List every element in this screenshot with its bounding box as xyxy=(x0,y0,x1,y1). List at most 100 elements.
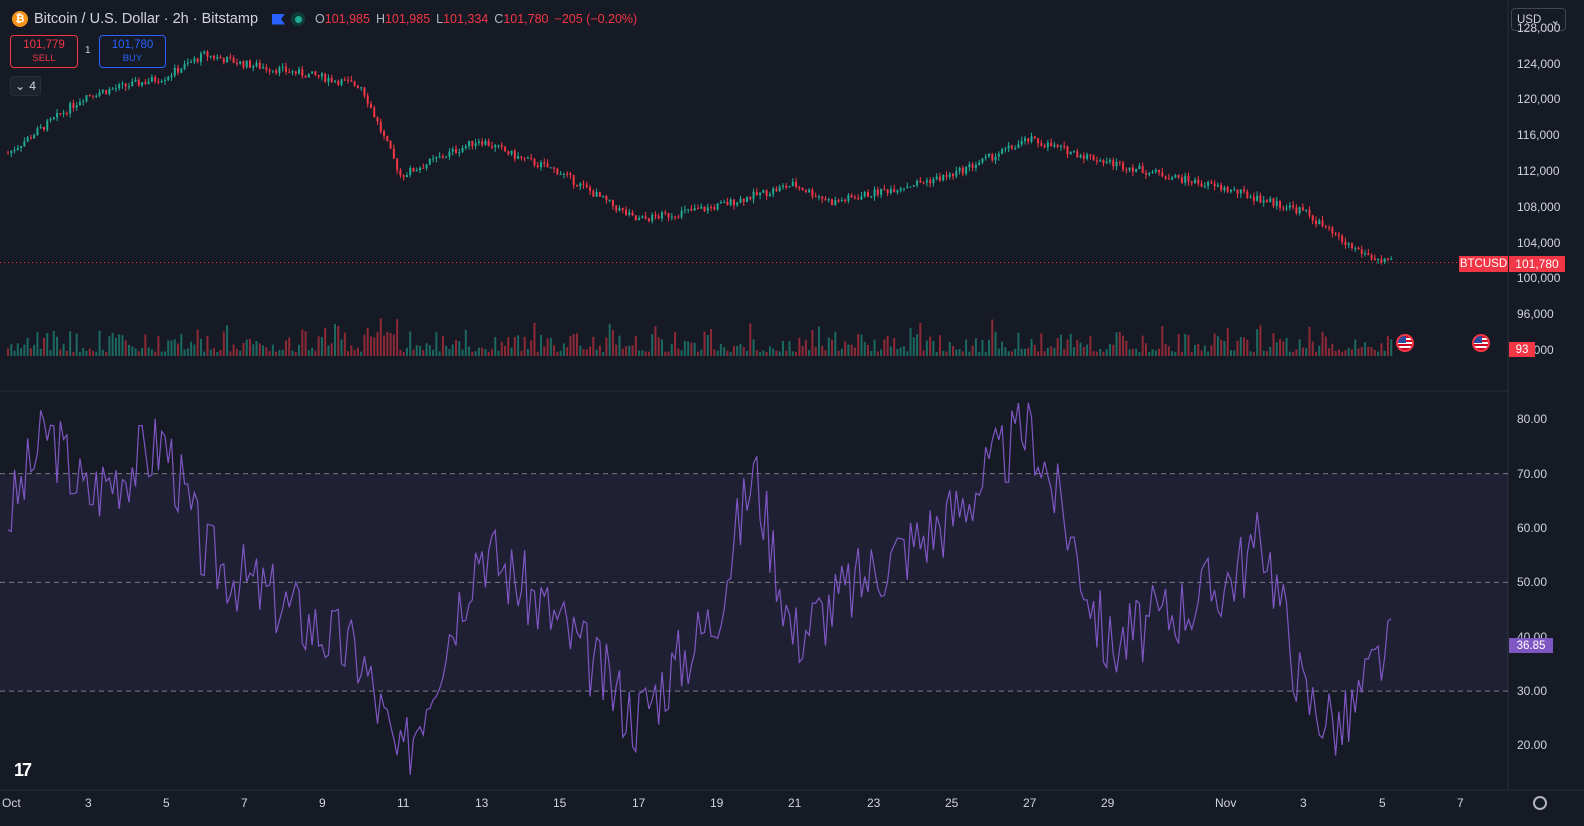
volume-bar xyxy=(1347,348,1350,356)
volume-bar xyxy=(562,343,565,356)
volume-bar xyxy=(1259,325,1262,356)
volume-bar xyxy=(759,351,762,356)
volume-bar xyxy=(1341,351,1344,356)
volume-bar xyxy=(1390,339,1393,356)
volume-bar xyxy=(10,344,13,356)
volume-bar xyxy=(942,350,945,356)
candle-body xyxy=(62,112,65,114)
volume-bar xyxy=(1216,336,1219,356)
symbol-title[interactable]: Bitcoin / U.S. Dollar · 2h · Bitstamp xyxy=(34,11,259,27)
candle-body xyxy=(392,148,395,159)
sell-button[interactable]: 101,779 SELL xyxy=(10,35,78,68)
time-axis-label: 5 xyxy=(1379,796,1386,810)
volume-bar xyxy=(1118,331,1121,356)
candle-body xyxy=(65,112,68,114)
market-status-icon[interactable] xyxy=(291,12,306,26)
candle-body xyxy=(360,87,363,89)
candle-body xyxy=(1318,220,1321,225)
volume-bar xyxy=(899,347,902,356)
spread: 1 xyxy=(85,45,91,56)
flag-icon[interactable] xyxy=(272,13,286,25)
candle-body xyxy=(307,73,310,78)
volume-bar xyxy=(523,336,526,356)
buy-button[interactable]: 101,780 BUY xyxy=(99,35,166,68)
volume-bar xyxy=(706,335,709,356)
volume-bar xyxy=(716,350,719,356)
candle-body xyxy=(1043,145,1046,148)
volume-bar xyxy=(468,346,471,356)
candle-body xyxy=(268,69,271,72)
candle-body xyxy=(311,71,314,74)
volume-bar xyxy=(991,319,994,356)
candle-body xyxy=(726,202,729,205)
candle-body xyxy=(867,192,870,197)
candle-body xyxy=(746,197,749,202)
candle-body xyxy=(477,141,480,144)
volume-bar xyxy=(340,339,343,356)
candle-body xyxy=(641,216,644,219)
candle-body xyxy=(1099,160,1102,162)
volume-bar xyxy=(912,337,915,356)
volume-bar xyxy=(307,350,310,356)
candle-body xyxy=(886,189,889,194)
candle-body xyxy=(1213,183,1216,187)
volume-bar xyxy=(183,349,186,356)
indicators-toggle-button[interactable]: ⌄ 4 xyxy=(10,76,41,96)
volume-bar xyxy=(324,327,327,356)
volume-bar xyxy=(448,349,451,356)
volume-bar xyxy=(98,330,101,356)
candle-body xyxy=(301,69,304,76)
volume-bar xyxy=(611,330,614,356)
candle-body xyxy=(919,180,922,183)
candle-body xyxy=(543,162,546,164)
volume-bar xyxy=(20,348,23,356)
candle-body xyxy=(7,153,9,155)
candle-body xyxy=(1344,241,1347,245)
price-axis-label: 108,000 xyxy=(1517,199,1561,214)
volume-bar xyxy=(543,346,546,356)
candle-body xyxy=(504,146,507,152)
volume-bar xyxy=(1040,333,1043,356)
candle-body xyxy=(1020,141,1023,145)
candle-body xyxy=(1380,259,1383,262)
candle-body xyxy=(1138,165,1141,169)
candle-body xyxy=(683,209,686,211)
candle-body xyxy=(1102,160,1105,164)
candle-body xyxy=(137,79,140,86)
time-axis-label: 25 xyxy=(945,796,959,810)
candle-body xyxy=(1249,196,1252,198)
volume-bar xyxy=(350,345,353,356)
us-flag-event-icon[interactable] xyxy=(1472,334,1490,352)
candle-body xyxy=(513,150,516,159)
volume-bar xyxy=(1105,348,1108,356)
volume-bar xyxy=(134,348,137,356)
volume-bar xyxy=(75,333,78,356)
volume-bar xyxy=(952,345,955,356)
candle-body xyxy=(147,81,150,84)
settings-gear-icon[interactable] xyxy=(1533,796,1547,810)
us-flag-event-icon[interactable] xyxy=(1396,334,1414,352)
time-axis-label: 15 xyxy=(553,796,567,810)
candle-body xyxy=(889,189,892,194)
candle-body xyxy=(902,188,905,190)
candle-body xyxy=(271,70,274,72)
volume-bar xyxy=(785,350,788,356)
candle-body xyxy=(739,198,742,203)
currency-select[interactable]: USD ⌄ xyxy=(1511,8,1566,31)
candle-body xyxy=(1236,189,1239,194)
volume-bar xyxy=(1092,351,1095,356)
tradingview-logo[interactable]: 17 xyxy=(14,760,32,780)
candle-body xyxy=(1046,142,1049,148)
candle-body xyxy=(1390,258,1393,260)
candle-body xyxy=(16,148,19,151)
volume-bar xyxy=(1370,347,1373,356)
candle-body xyxy=(1243,189,1246,192)
volume-bar xyxy=(540,334,543,356)
candle-body xyxy=(729,199,732,205)
candle-body xyxy=(952,173,955,177)
volume-bar xyxy=(278,349,281,356)
candle-body xyxy=(575,184,578,187)
volume-bar xyxy=(948,342,951,356)
candle-body xyxy=(298,69,301,74)
